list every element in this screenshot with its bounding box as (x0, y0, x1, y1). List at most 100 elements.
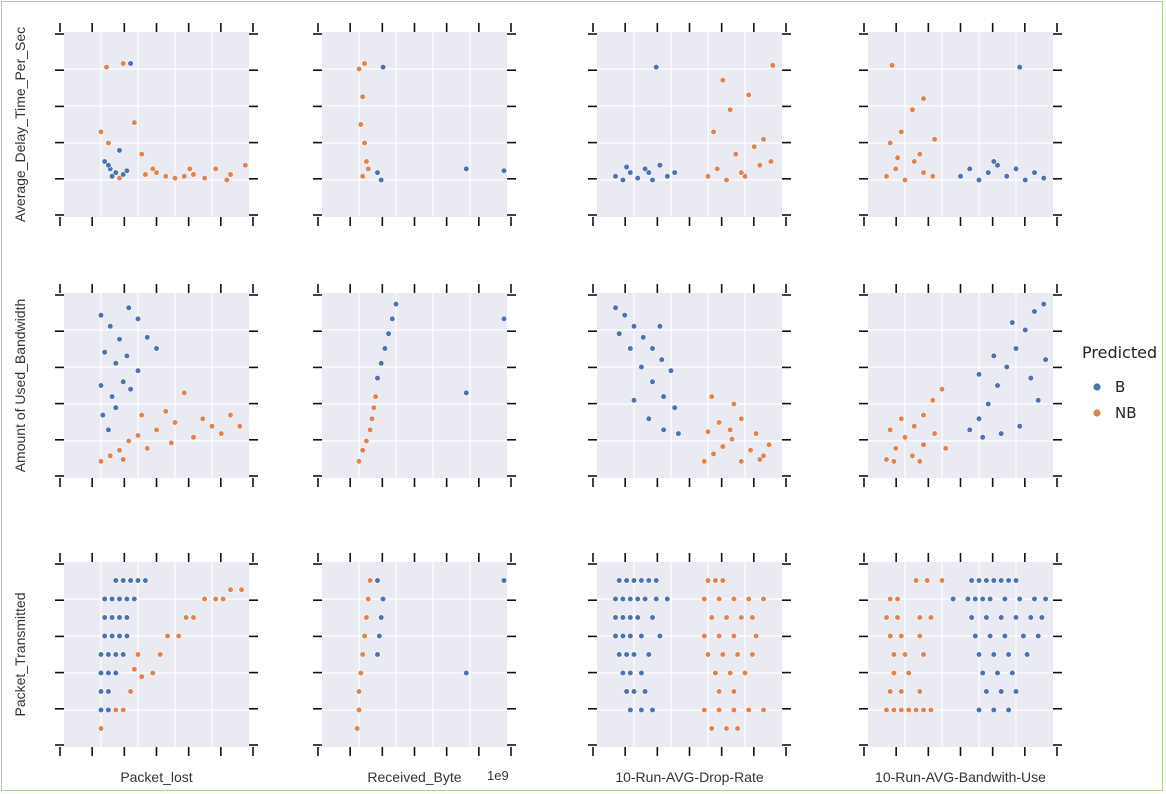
point-nb (365, 165, 372, 172)
point-nb (370, 404, 377, 411)
point-nb (715, 688, 723, 695)
panel-background (597, 32, 782, 217)
point-b (127, 577, 134, 584)
point-nb (927, 614, 935, 621)
point-nb (131, 666, 138, 673)
point-b (1031, 595, 1038, 603)
column-axis-label: Packet_lost (120, 769, 192, 785)
point-b (975, 706, 983, 714)
point-b (500, 315, 508, 323)
point-nb (749, 651, 756, 658)
point-b (101, 632, 108, 640)
point-nb (175, 632, 182, 640)
point-b (966, 426, 973, 434)
point-nb (138, 412, 145, 419)
point-b (634, 175, 641, 182)
point-nb (116, 447, 123, 454)
point-b (108, 393, 116, 400)
point-nb (890, 706, 898, 714)
point-b (105, 162, 112, 169)
point-nb (164, 632, 171, 640)
point-b (1031, 308, 1038, 315)
point-nb (920, 412, 927, 419)
point-nb (190, 434, 197, 441)
point-nb (112, 706, 119, 714)
point-b (112, 169, 119, 176)
point-nb (359, 651, 366, 658)
point-b (664, 595, 671, 603)
point-b (1027, 614, 1034, 621)
point-nb (898, 706, 905, 714)
point-b (108, 173, 116, 180)
point-nb (153, 169, 160, 176)
point-b (97, 669, 105, 677)
point-nb (701, 458, 708, 465)
point-nb (887, 595, 894, 603)
point-b (112, 404, 119, 411)
column-axis-label: Received_Byte (367, 769, 461, 785)
point-b (1022, 326, 1029, 334)
point-b (112, 669, 119, 677)
point-nb (359, 93, 366, 100)
point-b (616, 577, 623, 584)
point-nb (749, 614, 756, 621)
point-nb (354, 725, 361, 732)
point-nb (752, 632, 760, 640)
point-nb (719, 443, 726, 450)
point-nb (888, 62, 896, 69)
point-nb (752, 430, 760, 437)
point-nb (929, 397, 936, 404)
point-b (671, 169, 678, 176)
panel-background (64, 32, 249, 217)
point-nb (227, 412, 234, 419)
point-b (975, 176, 983, 184)
point-b (1023, 651, 1031, 658)
point-b (627, 669, 634, 677)
point-nb (942, 445, 949, 452)
point-b (623, 688, 630, 695)
point-nb (363, 437, 370, 445)
point-b (998, 430, 1005, 437)
point-nb (920, 441, 927, 448)
point-b (374, 577, 381, 584)
point-nb (898, 632, 905, 640)
point-b (649, 614, 656, 621)
point-b (1016, 423, 1023, 430)
point-b (1005, 651, 1012, 658)
point-b (463, 389, 470, 397)
point-nb (712, 669, 719, 677)
point-nb (894, 595, 901, 603)
point-b (120, 651, 127, 658)
panel-background (64, 293, 249, 478)
point-nb (719, 577, 726, 584)
point-b (1012, 577, 1020, 584)
point-nb (162, 173, 169, 180)
point-b (1035, 632, 1042, 640)
point-b (120, 171, 127, 178)
point-b (979, 669, 986, 677)
point-b (612, 173, 619, 180)
point-nb (361, 632, 368, 640)
point-nb (901, 176, 909, 184)
panel-background (322, 293, 507, 478)
point-nb (912, 577, 920, 584)
point-b (627, 345, 634, 352)
point-nb (236, 423, 243, 430)
point-b (653, 595, 660, 603)
point-nb (97, 128, 105, 135)
point-nb (704, 173, 712, 180)
point-b (638, 577, 645, 584)
point-nb (883, 173, 890, 180)
point-nb (134, 432, 142, 439)
point-b (120, 378, 127, 385)
point-b (1012, 688, 1020, 695)
point-b (105, 688, 112, 695)
point-nb (138, 151, 145, 158)
point-b (123, 167, 130, 174)
point-b (966, 165, 973, 172)
point-nb (760, 595, 767, 603)
point-b (120, 577, 127, 584)
point-nb (704, 651, 712, 658)
point-nb (920, 706, 927, 714)
point-b (653, 577, 660, 584)
